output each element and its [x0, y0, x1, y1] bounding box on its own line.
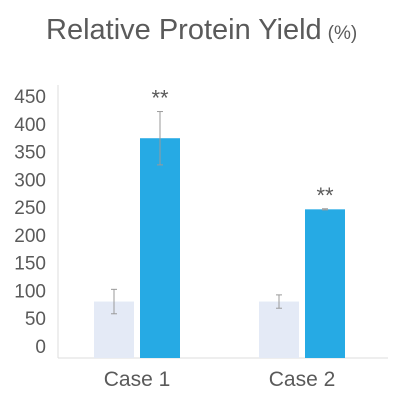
x-axis-categories: Case 1 Case 2 — [104, 368, 336, 391]
bars-group — [94, 138, 345, 358]
significance-label: ** — [316, 183, 334, 208]
bar — [305, 209, 345, 358]
bar — [140, 138, 180, 358]
y-tick-label: 250 — [14, 198, 46, 219]
annotations-group: ** ** — [151, 86, 334, 208]
bar — [259, 301, 299, 358]
chart-title: Relative Protein Yield (%) — [46, 14, 357, 46]
significance-label: ** — [151, 86, 169, 111]
y-tick-label: 350 — [14, 143, 46, 164]
x-category-label: Case 1 — [104, 368, 171, 391]
chart-title-text: Relative Protein Yield — [46, 14, 322, 46]
y-tick-label: 300 — [14, 170, 46, 191]
y-tick-label: 450 — [14, 87, 46, 108]
chart-title-unit: (%) — [328, 23, 358, 44]
y-tick-label: 0 — [35, 337, 46, 358]
y-tick-label: 200 — [14, 226, 46, 247]
y-tick-label: 100 — [14, 281, 46, 302]
y-tick-label: 400 — [14, 115, 46, 136]
x-category-label: Case 2 — [269, 368, 336, 391]
y-axis-ticks: 0 50 100 150 200 250 300 350 400 450 — [14, 87, 46, 358]
y-tick-label: 50 — [25, 309, 46, 330]
y-tick-label: 150 — [14, 254, 46, 275]
error-bars-group — [111, 111, 328, 315]
